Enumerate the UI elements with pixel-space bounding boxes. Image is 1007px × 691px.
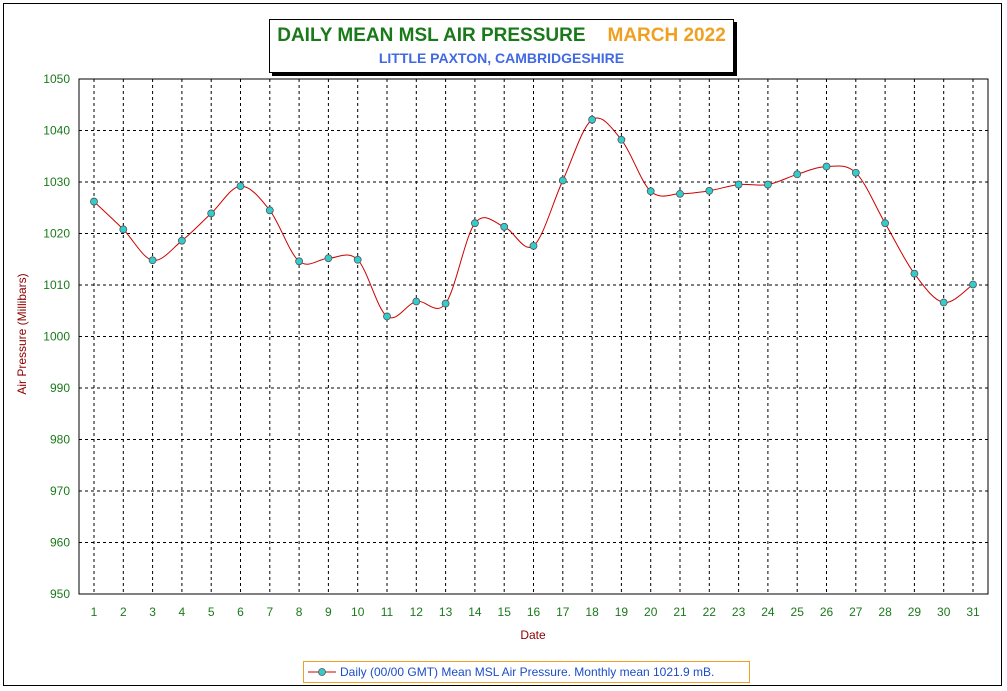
x-tick-label: 27: [849, 605, 863, 619]
x-tick-label: 31: [966, 605, 980, 619]
chart-title-box: DAILY MEAN MSL AIR PRESSURE MARCH 2022 LI…: [269, 19, 734, 73]
data-point: [353, 255, 362, 264]
data-point: [822, 162, 831, 171]
y-tick-label: 1040: [43, 124, 70, 138]
data-point: [207, 209, 216, 218]
data-point: [705, 186, 714, 195]
data-point: [676, 189, 684, 198]
data-point: [851, 168, 860, 177]
x-tick-label: 28: [878, 605, 892, 619]
grid: [79, 79, 988, 594]
data-point: [470, 219, 479, 228]
y-tick-label: 950: [50, 587, 70, 601]
data-point: [295, 257, 304, 266]
data-point: [90, 197, 98, 206]
x-tick-label: 13: [439, 605, 453, 619]
data-point: [265, 206, 274, 215]
x-tick-label: 14: [468, 605, 482, 619]
x-tick-label: 9: [325, 605, 332, 619]
data-point: [529, 241, 538, 250]
data-point: [793, 170, 802, 179]
y-tick-label: 990: [50, 381, 70, 395]
data-point: [881, 219, 889, 228]
data-point: [646, 187, 655, 196]
legend-label: Daily (00/00 GMT) Mean MSL Air Pressure.…: [340, 665, 715, 679]
x-tick-label: 17: [556, 605, 570, 619]
x-tick-label: 24: [761, 605, 775, 619]
legend-swatch: [308, 668, 336, 676]
y-tick-label: 1010: [43, 278, 70, 292]
x-tick-label: 23: [732, 605, 746, 619]
data-point: [617, 135, 626, 144]
x-tick-label: 26: [820, 605, 834, 619]
x-tick-label: 7: [266, 605, 273, 619]
x-tick-label: 22: [703, 605, 717, 619]
data-point: [148, 256, 157, 265]
y-tick-label: 1030: [43, 175, 70, 189]
x-tick-label: 30: [937, 605, 951, 619]
x-tick-label: 19: [615, 605, 629, 619]
x-axis-ticks: 1 2 3 4 5 6 7 8 9 10 11 12 13 14 15 16 17 18 19 20 21 22 23 24 2…: [91, 605, 980, 619]
data-point: [764, 180, 772, 189]
data-point: [441, 299, 450, 308]
x-tick-label: 29: [908, 605, 922, 619]
y-tick-label: 1020: [43, 227, 70, 241]
data-point: [412, 297, 421, 306]
legend: Daily (00/00 GMT) Mean MSL Air Pressure.…: [303, 661, 750, 683]
chart-title: DAILY MEAN MSL AIR PRESSURE: [277, 25, 586, 46]
x-tick-label: 5: [208, 605, 215, 619]
x-tick-label: 1: [91, 605, 98, 619]
x-tick-label: 12: [410, 605, 424, 619]
series-markers: [90, 115, 977, 321]
chart-subtitle: LITTLE PAXTON, CAMBRIDGESHIRE: [378, 50, 625, 66]
x-tick-label: 11: [381, 605, 394, 619]
data-point: [910, 269, 919, 278]
x-tick-label: 21: [673, 605, 687, 619]
x-tick-label: 2: [120, 605, 127, 619]
y-axis-label: Air Pressure (Millibars): [15, 273, 29, 394]
data-point: [500, 222, 509, 231]
data-point: [969, 280, 977, 289]
y-tick-label: 1000: [43, 330, 70, 344]
y-tick-label: 980: [50, 433, 70, 447]
data-point: [734, 180, 743, 189]
x-tick-label: 4: [179, 605, 186, 619]
data-point: [236, 182, 245, 191]
x-tick-label: 15: [498, 605, 512, 619]
data-point: [324, 254, 333, 263]
data-point: [383, 312, 391, 321]
data-point: [177, 236, 186, 245]
y-tick-label: 1050: [43, 72, 70, 86]
plot-area: [78, 78, 989, 595]
data-point: [558, 176, 567, 185]
chart-frame: [3, 3, 1002, 686]
x-tick-label: 20: [644, 605, 658, 619]
x-tick-label: 6: [237, 605, 244, 619]
x-tick-label: 8: [296, 605, 303, 619]
x-tick-label: 10: [351, 605, 365, 619]
y-axis-ticks: 950 960 970 980 990 1000 1010 1020 1030 1040 1050: [43, 72, 70, 601]
data-point: [939, 298, 948, 307]
chart-title-month: MARCH 2022: [607, 25, 726, 46]
data-point: [588, 115, 596, 124]
x-axis-label: Date: [520, 628, 546, 642]
y-tick-label: 960: [50, 536, 70, 550]
y-tick-label: 970: [50, 484, 70, 498]
data-point: [119, 225, 128, 234]
x-tick-label: 16: [527, 605, 541, 619]
x-tick-label: 18: [585, 605, 599, 619]
x-tick-label: 3: [149, 605, 156, 619]
x-tick-label: 25: [791, 605, 805, 619]
